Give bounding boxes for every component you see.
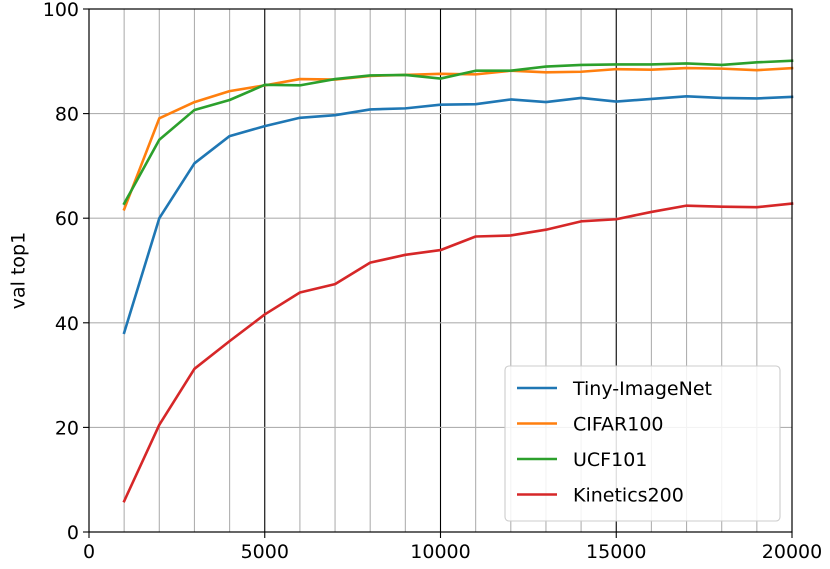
legend: Tiny-ImageNet CIFAR100 UCF101 Kinetics200	[504, 365, 781, 522]
legend-label-cifar100: CIFAR100	[573, 414, 664, 436]
x-tick-label: 5000	[241, 541, 289, 563]
legend-label-ucf101: UCF101	[573, 449, 647, 471]
series-line-tiny-imagenet	[122, 95, 794, 335]
legend-box	[504, 365, 781, 522]
x-tick-label: 15000	[586, 541, 646, 563]
series-line-ucf101	[122, 59, 794, 206]
axis-ticks: 0 5000 10000 15000 20000 0 20 40 60 80 100	[43, 0, 822, 563]
series-lines	[122, 59, 794, 503]
series-line-kinetics200	[122, 202, 794, 503]
legend-label-kinetics200: Kinetics200	[573, 485, 684, 507]
x-tick-label: 0	[83, 541, 95, 563]
y-tick-label: 0	[67, 522, 79, 544]
y-tick-label: 20	[55, 417, 79, 439]
y-tick-label: 60	[55, 208, 79, 230]
y-axis-label: val top1	[8, 232, 30, 309]
x-tick-label: 10000	[410, 541, 470, 563]
x-tick-label: 20000	[762, 541, 822, 563]
legend-label-tiny-imagenet: Tiny-ImageNet	[572, 378, 712, 400]
y-tick-label: 80	[55, 104, 79, 126]
y-tick-label: 40	[55, 313, 79, 335]
y-tick-label: 100	[43, 0, 79, 21]
